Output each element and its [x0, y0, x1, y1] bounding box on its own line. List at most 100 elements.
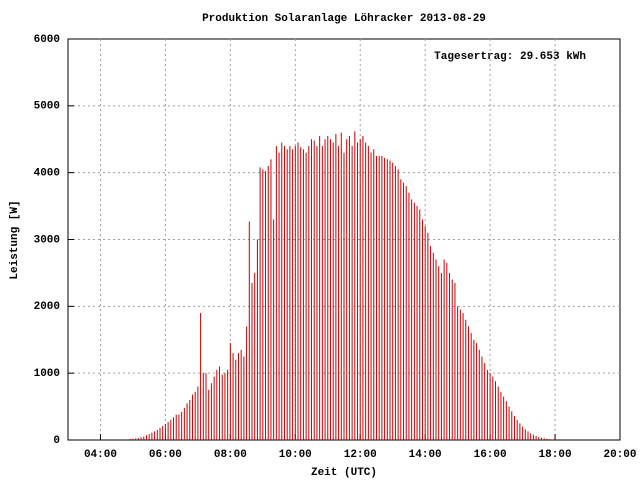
bar: [476, 343, 478, 440]
bar: [148, 433, 150, 440]
bar: [132, 438, 134, 440]
bar: [248, 221, 250, 440]
bar: [513, 415, 515, 440]
bar: [543, 438, 545, 440]
bar: [424, 226, 426, 440]
bar: [522, 426, 524, 440]
bar: [205, 373, 207, 440]
bar: [392, 162, 394, 440]
bar: [338, 145, 340, 440]
bar: [273, 219, 275, 440]
bar: [332, 142, 334, 440]
bar: [283, 145, 285, 440]
bar: [237, 353, 239, 440]
bar: [159, 427, 161, 440]
bar: [394, 165, 396, 440]
bar: [535, 435, 537, 440]
bar: [232, 353, 234, 440]
y-tick-label: 1000: [34, 368, 60, 380]
x-tick-label: 12:00: [344, 449, 377, 461]
bar: [492, 376, 494, 440]
bar: [486, 369, 488, 440]
bar: [549, 439, 551, 440]
bar: [311, 139, 313, 440]
bar: [389, 160, 391, 441]
bar: [140, 437, 142, 440]
bar: [462, 313, 464, 440]
bar: [478, 349, 480, 440]
bar: [202, 373, 204, 440]
bar: [246, 326, 248, 440]
bar: [465, 319, 467, 440]
bar: [384, 157, 386, 441]
bar: [254, 272, 256, 440]
bar: [127, 439, 129, 440]
bar: [351, 145, 353, 440]
bar: [210, 383, 212, 440]
y-tick-label: 4000: [34, 168, 60, 180]
bar: [427, 232, 429, 440]
bar: [294, 145, 296, 440]
bar: [546, 438, 548, 440]
bar: [235, 359, 237, 440]
bar: [329, 139, 331, 440]
bar: [354, 131, 356, 441]
bar: [381, 155, 383, 441]
bar: [340, 132, 342, 441]
bar: [432, 252, 434, 440]
bar: [175, 414, 177, 440]
bar: [505, 401, 507, 440]
bar: [538, 436, 540, 440]
bar: [194, 391, 196, 440]
x-tick-label: 16:00: [474, 449, 507, 461]
bar: [532, 434, 534, 440]
bar: [370, 152, 372, 440]
bar: [411, 199, 413, 440]
bar: [135, 438, 137, 440]
y-tick-label: 6000: [34, 34, 60, 46]
bar: [308, 145, 310, 440]
bar: [430, 246, 432, 440]
bar: [551, 439, 553, 440]
bar: [530, 433, 532, 440]
bar: [421, 219, 423, 440]
bar: [129, 438, 131, 440]
y-tick-label: 2000: [34, 301, 60, 313]
bar: [457, 306, 459, 440]
bar: [145, 435, 147, 440]
bar: [405, 186, 407, 440]
bar: [459, 309, 461, 440]
bar: [470, 333, 472, 440]
bar: [281, 142, 283, 440]
bar: [508, 406, 510, 440]
bar: [267, 165, 269, 440]
bar: [400, 179, 402, 440]
bar: [297, 142, 299, 440]
bar: [541, 437, 543, 440]
y-axis-label: Leistung [W]: [9, 200, 21, 279]
bar: [251, 282, 253, 440]
bar: [367, 145, 369, 440]
bar: [270, 159, 272, 441]
bar: [262, 169, 264, 440]
bar: [219, 366, 221, 440]
x-tick-label: 08:00: [214, 449, 247, 461]
bar: [259, 167, 261, 440]
bar: [373, 149, 375, 440]
chart-title: Produktion Solaranlage Löhracker 2013-08…: [202, 13, 486, 25]
bar: [208, 389, 210, 440]
bar: [289, 145, 291, 440]
bar: [186, 403, 188, 440]
y-tick-label: 5000: [34, 101, 60, 113]
bar: [154, 431, 156, 440]
bar: [321, 145, 323, 440]
bar: [313, 140, 315, 440]
bar: [438, 266, 440, 440]
bar: [162, 425, 164, 440]
bar: [403, 182, 405, 441]
bar: [500, 391, 502, 440]
x-tick-label: 20:00: [603, 449, 636, 461]
x-tick-label: 18:00: [539, 449, 572, 461]
bar: [200, 313, 202, 440]
